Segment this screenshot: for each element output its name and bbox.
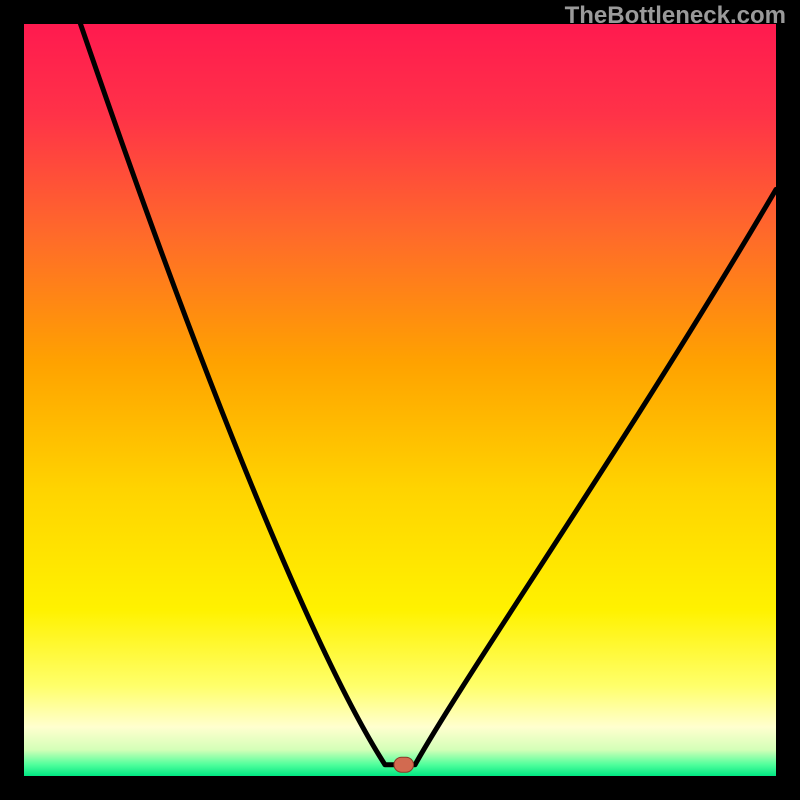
gradient-background (24, 24, 776, 776)
chart-svg (24, 24, 776, 776)
bottleneck-chart (24, 24, 776, 776)
optimal-point-marker (394, 757, 414, 772)
